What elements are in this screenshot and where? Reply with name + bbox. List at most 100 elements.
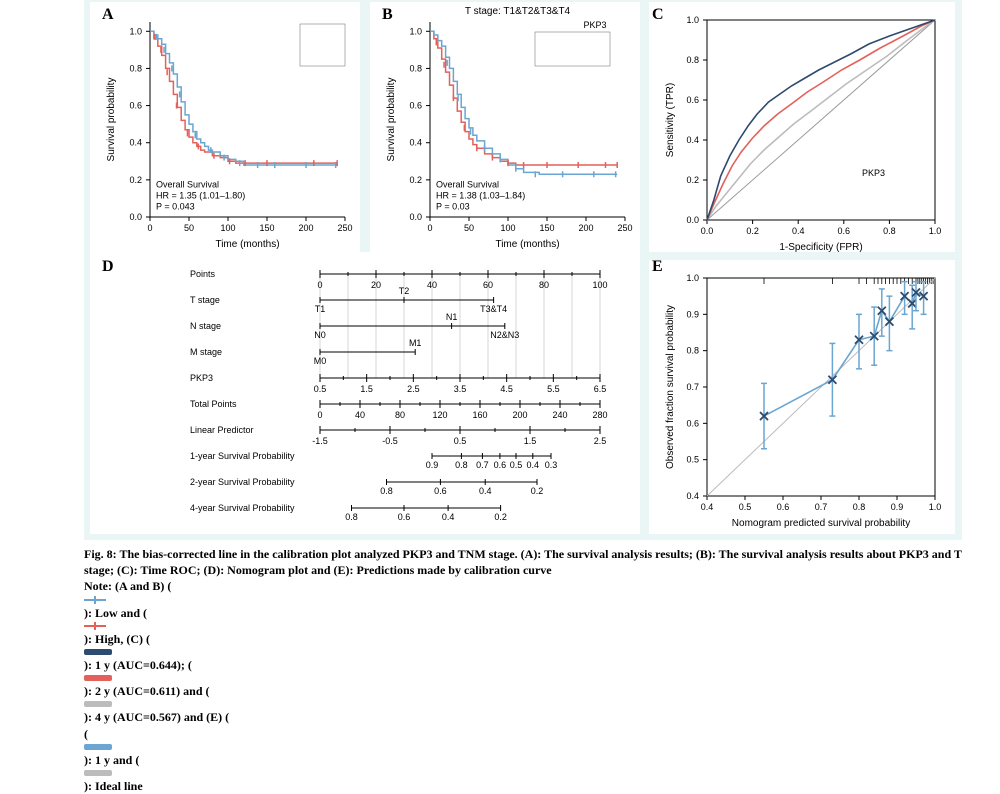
svg-text:Points: Points	[190, 269, 216, 279]
svg-text:1.0: 1.0	[129, 26, 142, 36]
svg-text:Sensitivity (TPR): Sensitivity (TPR)	[665, 83, 676, 157]
svg-text:1-year Survival Probability: 1-year Survival Probability	[190, 451, 295, 461]
svg-text:0.6: 0.6	[409, 101, 422, 111]
svg-text:Survival probability: Survival probability	[106, 78, 117, 162]
svg-text:0.6: 0.6	[686, 418, 699, 428]
svg-text:0.9: 0.9	[426, 460, 439, 470]
svg-text:0.6: 0.6	[398, 512, 411, 522]
svg-text:HR = 1.35 (1.01–1.80): HR = 1.35 (1.01–1.80)	[156, 190, 245, 200]
svg-text:M stage: M stage	[190, 347, 222, 357]
panel-c-chart: 0.00.20.40.60.81.00.00.20.40.60.81.01-Sp…	[649, 2, 955, 252]
svg-text:0.8: 0.8	[129, 63, 142, 73]
legend-cal-icon	[84, 742, 112, 752]
svg-text:0.4: 0.4	[479, 486, 492, 496]
svg-text:0.9: 0.9	[686, 309, 699, 319]
svg-text:0.6: 0.6	[494, 460, 507, 470]
svg-text:1.5: 1.5	[360, 384, 373, 394]
svg-text:0.8: 0.8	[686, 346, 699, 356]
svg-text:PKP3: PKP3	[583, 20, 606, 30]
svg-text:0: 0	[147, 223, 152, 233]
svg-text:M1: M1	[409, 338, 422, 348]
svg-text:0: 0	[317, 280, 322, 290]
svg-text:0.2: 0.2	[409, 175, 422, 185]
panel-a-chart: 0501001502002500.00.20.40.60.81.0Time (m…	[90, 2, 360, 252]
svg-text:2.5: 2.5	[594, 436, 607, 446]
svg-text:0.2: 0.2	[494, 512, 507, 522]
panel-label-b: B	[382, 6, 393, 24]
svg-text:T2: T2	[399, 286, 410, 296]
svg-text:0.4: 0.4	[686, 135, 699, 145]
svg-text:M0: M0	[314, 356, 327, 366]
svg-text:0.8: 0.8	[455, 460, 468, 470]
svg-text:20: 20	[371, 280, 381, 290]
svg-text:80: 80	[539, 280, 549, 290]
svg-text:0.4: 0.4	[442, 512, 455, 522]
panel-label-c: C	[652, 6, 664, 24]
svg-text:240: 240	[552, 410, 567, 420]
legend-low-icon	[84, 595, 106, 605]
svg-text:PKP3: PKP3	[190, 373, 213, 383]
panel-label-e: E	[652, 258, 663, 276]
svg-text:0.8: 0.8	[853, 502, 866, 512]
svg-text:0.0: 0.0	[409, 212, 422, 222]
svg-text:1.5: 1.5	[524, 436, 537, 446]
svg-text:0.6: 0.6	[129, 101, 142, 111]
svg-text:-0.5: -0.5	[382, 436, 398, 446]
svg-text:6.5: 6.5	[594, 384, 607, 394]
svg-text:0.8: 0.8	[345, 512, 358, 522]
svg-text:0.2: 0.2	[531, 486, 544, 496]
svg-text:Nomogram predicted survival pr: Nomogram predicted survival probability	[732, 518, 910, 529]
legend-ideal-icon	[84, 768, 112, 778]
svg-text:PKP3: PKP3	[862, 168, 885, 178]
svg-text:T stage: T stage	[190, 295, 220, 305]
panel-label-a: A	[102, 6, 114, 24]
svg-text:0: 0	[427, 223, 432, 233]
svg-text:2-year Survival Probability: 2-year Survival Probability	[190, 477, 295, 487]
svg-text:0.4: 0.4	[129, 138, 142, 148]
svg-text:250: 250	[337, 223, 352, 233]
svg-text:80: 80	[395, 410, 405, 420]
panel-b-chart: 0501001502002500.00.20.40.60.81.0Time (m…	[370, 2, 640, 252]
svg-text:150: 150	[539, 223, 554, 233]
svg-text:200: 200	[578, 223, 593, 233]
svg-text:1-Specificity (FPR): 1-Specificity (FPR)	[779, 242, 862, 252]
svg-text:0.6: 0.6	[434, 486, 447, 496]
svg-text:0.6: 0.6	[686, 95, 699, 105]
svg-text:N1: N1	[446, 312, 458, 322]
svg-text:P = 0.043: P = 0.043	[156, 201, 195, 211]
figure-caption: Fig. 8: The bias-corrected line in the c…	[84, 546, 964, 794]
svg-text:0.3: 0.3	[545, 460, 558, 470]
svg-text:0.8: 0.8	[883, 226, 896, 236]
svg-text:0.4: 0.4	[792, 226, 805, 236]
svg-text:0.8: 0.8	[409, 63, 422, 73]
svg-text:0.2: 0.2	[746, 226, 759, 236]
svg-text:0.6: 0.6	[777, 502, 790, 512]
legend-2y-icon	[84, 673, 112, 683]
svg-text:40: 40	[427, 280, 437, 290]
svg-text:1.0: 1.0	[409, 26, 422, 36]
svg-text:Overall Survival: Overall Survival	[436, 179, 499, 189]
svg-text:0.0: 0.0	[686, 215, 699, 225]
svg-text:0.7: 0.7	[476, 460, 489, 470]
svg-text:100: 100	[500, 223, 515, 233]
svg-text:0: 0	[317, 410, 322, 420]
svg-text:0.5: 0.5	[739, 502, 752, 512]
svg-text:Overall Survival: Overall Survival	[156, 179, 219, 189]
svg-text:0.9: 0.9	[891, 502, 904, 512]
svg-text:0.5: 0.5	[510, 460, 523, 470]
svg-text:0.7: 0.7	[686, 382, 699, 392]
svg-text:0.0: 0.0	[129, 212, 142, 222]
svg-text:Observed fraction survival pro: Observed fraction survival probability	[665, 305, 676, 469]
svg-text:T3&T4: T3&T4	[480, 304, 507, 314]
svg-text:3.5: 3.5	[454, 384, 467, 394]
svg-text:0.6: 0.6	[838, 226, 851, 236]
svg-text:250: 250	[617, 223, 632, 233]
svg-text:0.8: 0.8	[380, 486, 393, 496]
svg-text:120: 120	[432, 410, 447, 420]
svg-text:P = 0.03: P = 0.03	[436, 201, 470, 211]
svg-text:1.0: 1.0	[929, 502, 942, 512]
svg-text:Linear Predictor: Linear Predictor	[190, 425, 254, 435]
svg-text:4-year Survival Probability: 4-year Survival Probability	[190, 503, 295, 513]
svg-text:0.4: 0.4	[527, 460, 540, 470]
svg-text:Time (months): Time (months)	[495, 239, 559, 250]
